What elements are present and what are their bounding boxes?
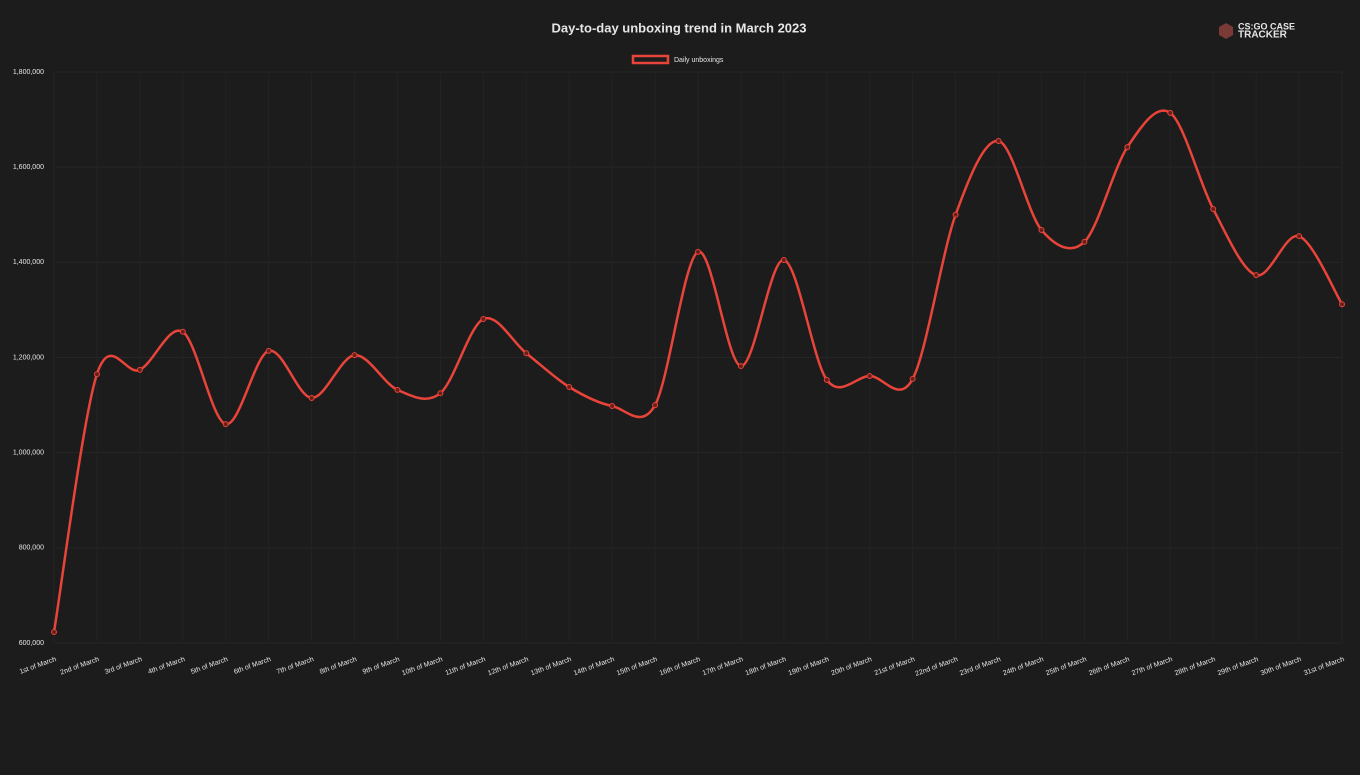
data-point	[780, 256, 787, 263]
data-point	[1124, 144, 1131, 151]
y-tick-label: 1,400,000	[13, 259, 44, 266]
legend-label: Daily unboxings	[674, 57, 724, 64]
data-point	[93, 371, 100, 378]
data-point	[265, 347, 272, 354]
data-point	[51, 629, 57, 636]
data-point	[1339, 301, 1345, 308]
data-point	[1038, 226, 1045, 233]
data-point	[523, 350, 530, 357]
logo: CS:GO CASE TRACKER	[1219, 21, 1295, 41]
y-tick-label: 800,000	[19, 545, 44, 552]
data-point	[952, 211, 959, 218]
data-point	[136, 366, 143, 373]
data-point	[222, 421, 229, 428]
data-point	[179, 328, 186, 335]
chart-title: Day-to-day unboxing trend in March 2023	[552, 20, 807, 35]
data-point	[308, 394, 315, 401]
data-point	[1296, 233, 1303, 240]
y-tick-label: 1,800,000	[13, 69, 44, 76]
y-tick-label: 1,000,000	[13, 450, 44, 457]
data-point	[566, 384, 573, 391]
logo-icon	[1219, 23, 1233, 39]
data-point	[1253, 272, 1260, 279]
y-tick-label: 600,000	[19, 640, 44, 647]
data-point	[394, 386, 401, 393]
data-point	[995, 137, 1002, 144]
data-point	[1081, 238, 1088, 245]
data-point	[652, 402, 659, 409]
data-point	[1210, 206, 1217, 213]
y-tick-label: 1,200,000	[13, 354, 44, 361]
data-point	[1167, 109, 1174, 116]
data-point	[609, 403, 616, 410]
data-point	[351, 352, 358, 359]
data-point	[695, 248, 701, 255]
legend-swatch	[631, 54, 670, 65]
data-point	[866, 373, 873, 380]
series-line	[52, 109, 1344, 633]
data-point	[480, 315, 487, 322]
logo-text: CS:GO CASE	[1238, 21, 1295, 31]
data-point	[737, 363, 744, 370]
logo-text: TRACKER	[1238, 30, 1288, 41]
data-point	[437, 390, 444, 397]
data-point	[823, 376, 830, 383]
y-tick-label: 1,600,000	[13, 164, 44, 171]
data-point	[909, 375, 916, 382]
